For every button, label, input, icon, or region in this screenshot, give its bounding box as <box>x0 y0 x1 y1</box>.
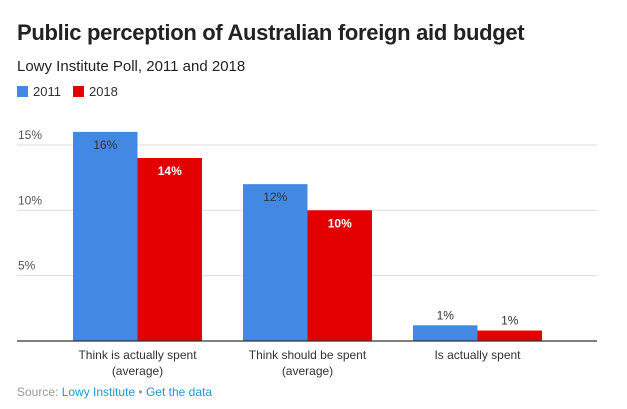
bar-2018-1 <box>307 210 372 341</box>
x-tick-label: Is actually spent <box>434 348 521 362</box>
chart-title: Public perception of Australian foreign … <box>17 20 525 45</box>
x-tick-label: (average) <box>112 364 163 378</box>
data-label: 14% <box>158 164 182 178</box>
source-separator: • <box>135 385 146 399</box>
source-prefix: Source: <box>17 385 62 399</box>
data-label: 16% <box>93 138 117 152</box>
x-tick-label: (average) <box>282 364 333 378</box>
legend-swatch-2018 <box>72 86 84 97</box>
bar-2018-2 <box>477 330 542 341</box>
data-label: 10% <box>328 216 352 230</box>
source-link[interactable]: Lowy Institute <box>61 385 136 399</box>
bar-2011-0 <box>73 131 138 341</box>
source-line: Source: Lowy Institute • Get the data <box>17 385 212 399</box>
legend: 2011 2018 <box>17 84 118 99</box>
chart-subtitle: Lowy Institute Poll, 2011 and 2018 <box>17 58 246 75</box>
y-tick-label: 10% <box>18 193 42 207</box>
get-data-link[interactable]: Get the data <box>145 385 212 399</box>
bar-2011-2 <box>413 325 478 341</box>
y-tick-label: 15% <box>18 128 42 142</box>
legend-item-2018: 2018 <box>72 84 118 99</box>
legend-label-2018: 2018 <box>88 84 118 99</box>
data-label: 1% <box>501 314 519 328</box>
legend-swatch-2011 <box>17 86 28 97</box>
x-tick-label: Think should be spent <box>249 348 367 362</box>
data-label: 12% <box>263 190 287 204</box>
bar-2018-0 <box>137 158 202 341</box>
y-tick-label: 5% <box>18 259 36 273</box>
bar-2011-1 <box>243 184 308 341</box>
data-label: 1% <box>437 308 455 322</box>
legend-label-2011: 2011 <box>33 84 61 99</box>
x-tick-label: Think is actually spent <box>78 348 197 362</box>
legend-item-2011: 2011 <box>17 84 61 99</box>
